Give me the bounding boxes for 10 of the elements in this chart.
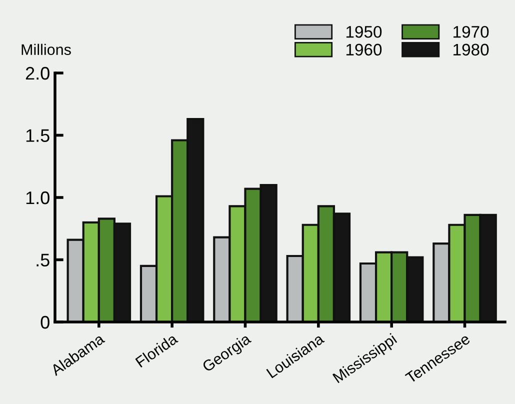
legend-label: 1960: [346, 44, 382, 56]
y-tick-label: 2.0: [26, 66, 50, 80]
legend-label: 1980: [454, 44, 489, 56]
y-tick-label: 1.0: [26, 191, 50, 204]
y-axis-title: Millions: [22, 44, 71, 56]
legend-label: 1950: [346, 26, 382, 38]
legend-label: 1970: [454, 26, 489, 38]
y-tick-label: 1.5: [26, 129, 50, 142]
y-tick-label: 0: [40, 316, 50, 329]
y-tick-label: .5: [36, 254, 50, 266]
